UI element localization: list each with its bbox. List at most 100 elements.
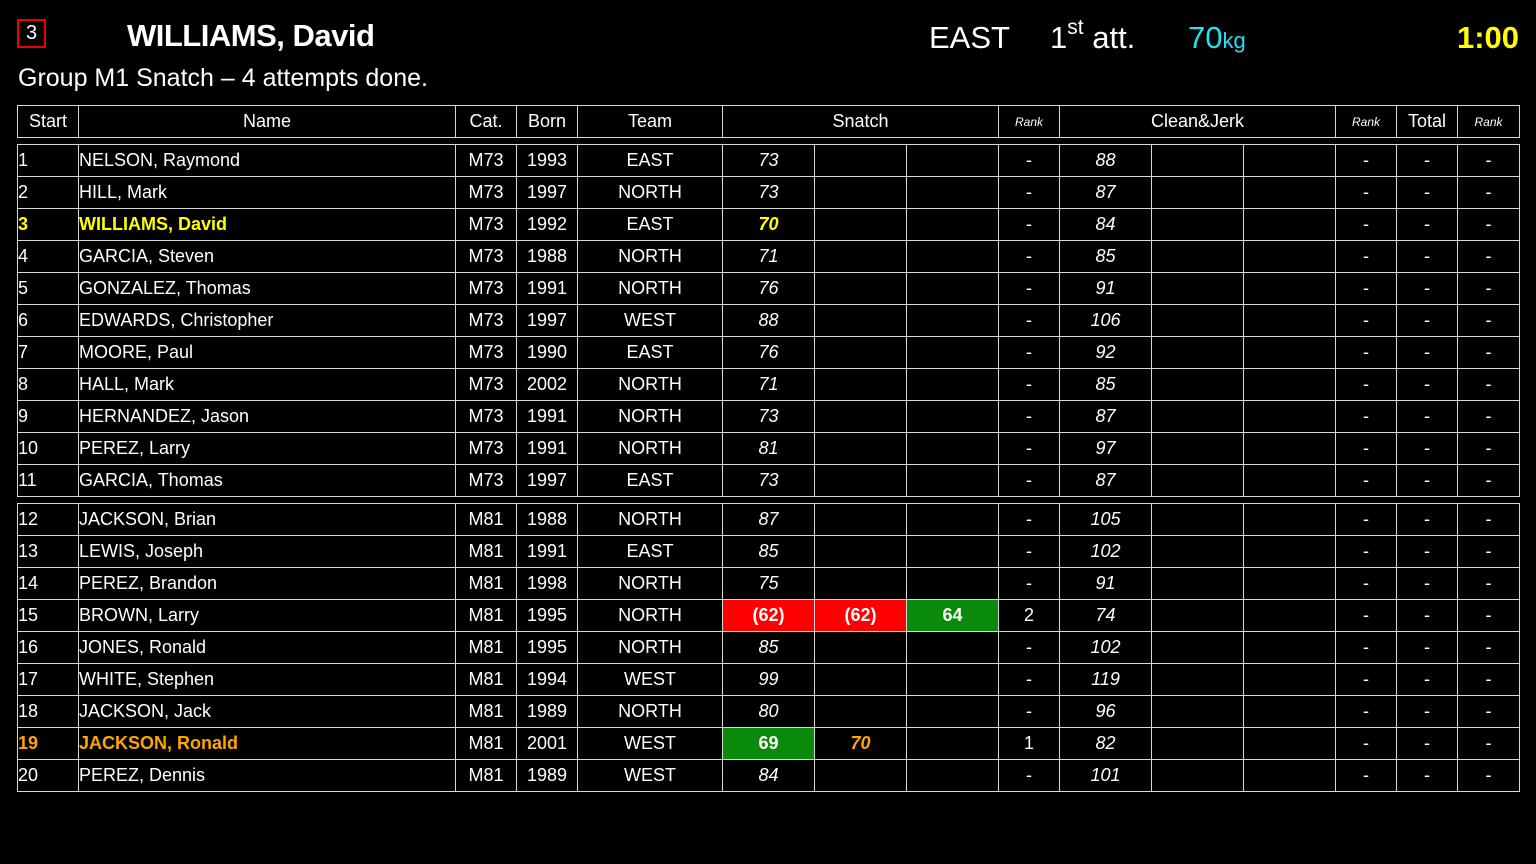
snatch-attempt-3	[906, 144, 999, 177]
category: M73	[455, 304, 517, 337]
total: -	[1396, 759, 1458, 792]
cj-attempt-3	[1243, 432, 1336, 465]
snatch-attempt-3: 64	[906, 599, 999, 632]
col-total-rank: Rank	[1457, 105, 1521, 138]
cj-attempt-3	[1243, 176, 1336, 209]
team: NORTH	[577, 368, 723, 401]
start-number: 10	[17, 432, 79, 465]
birth-year: 1998	[516, 567, 578, 600]
team: EAST	[577, 535, 723, 568]
cj-attempt-2	[1151, 567, 1244, 600]
cj-attempt-1: 74	[1059, 599, 1152, 632]
snatch-rank: -	[998, 432, 1060, 465]
category: M73	[455, 208, 517, 241]
cj-attempt-3	[1243, 368, 1336, 401]
cj-attempt-2	[1151, 535, 1244, 568]
current-athlete-team: EAST	[929, 20, 1010, 55]
total-rank: -	[1457, 759, 1520, 792]
weight-unit: kg	[1222, 28, 1246, 53]
total: -	[1396, 432, 1458, 465]
category: M73	[455, 400, 517, 433]
athlete-name: GARCIA, Steven	[78, 240, 456, 273]
cj-attempt-2	[1151, 272, 1244, 305]
cj-rank: -	[1335, 304, 1397, 337]
birth-year: 1997	[516, 464, 578, 497]
snatch-attempt-2	[814, 144, 907, 177]
table-row: 13 LEWIS, Joseph M81 1991 EAST 85-102- - -	[17, 535, 1520, 568]
results-group-m73: 1 NELSON, Raymond M73 1993 EAST 73-88- - -2 HILL…	[17, 144, 1520, 497]
cj-attempt-2	[1151, 727, 1244, 760]
team: EAST	[577, 144, 723, 177]
athlete-name: BROWN, Larry	[78, 599, 456, 632]
snatch-attempt-2	[814, 567, 907, 600]
snatch-attempt-2	[814, 503, 907, 536]
snatch-attempt-1: 73	[722, 400, 815, 433]
cj-attempt-3	[1243, 208, 1336, 241]
athlete-name: EDWARDS, Christopher	[78, 304, 456, 337]
snatch-rank: -	[998, 631, 1060, 664]
athlete-name: HALL, Mark	[78, 368, 456, 401]
category: M73	[455, 368, 517, 401]
snatch-attempt-3	[906, 304, 999, 337]
cj-attempt-3	[1243, 727, 1336, 760]
snatch-attempt-2	[814, 368, 907, 401]
table-row: 18 JACKSON, Jack M81 1989 NORTH 80-96- - -	[17, 695, 1520, 728]
table-row: 15 BROWN, Larry M81 1995 NORTH (62) (62) 64 2 74-…	[17, 599, 1520, 632]
cj-attempt-1: 88	[1059, 144, 1152, 177]
athlete-name: PEREZ, Larry	[78, 432, 456, 465]
snatch-rank: 1	[998, 727, 1060, 760]
snatch-attempt-3	[906, 368, 999, 401]
snatch-rank: -	[998, 176, 1060, 209]
total-rank: -	[1457, 599, 1520, 632]
snatch-rank: -	[998, 240, 1060, 273]
birth-year: 1989	[516, 759, 578, 792]
cj-rank: -	[1335, 464, 1397, 497]
team: NORTH	[577, 176, 723, 209]
cj-rank: -	[1335, 208, 1397, 241]
cj-attempt-2	[1151, 304, 1244, 337]
snatch-attempt-2	[814, 336, 907, 369]
total: -	[1396, 336, 1458, 369]
start-number: 9	[17, 400, 79, 433]
total: -	[1396, 272, 1458, 305]
table-row: 3 WILLIAMS, David M73 1992 EAST 70-84- - -	[17, 208, 1520, 241]
athlete-name: HERNANDEZ, Jason	[78, 400, 456, 433]
results-table: Start Name Cat. Born Team Snatch Rank Cl…	[17, 105, 1521, 138]
col-total: Total	[1396, 105, 1459, 138]
team: NORTH	[577, 567, 723, 600]
total: -	[1396, 240, 1458, 273]
athlete-name: GONZALEZ, Thomas	[78, 272, 456, 305]
total-rank: -	[1457, 503, 1520, 536]
total: -	[1396, 695, 1458, 728]
athlete-name: PEREZ, Dennis	[78, 759, 456, 792]
table-row: 19 JACKSON, Ronald M81 2001 WEST 69 70 1 82- - -	[17, 727, 1520, 760]
cj-rank: -	[1335, 336, 1397, 369]
team: NORTH	[577, 503, 723, 536]
snatch-attempt-1: 85	[722, 631, 815, 664]
snatch-rank: -	[998, 272, 1060, 305]
table-header: Start Name Cat. Born Team Snatch Rank Cl…	[17, 105, 1521, 138]
snatch-rank: -	[998, 400, 1060, 433]
cj-attempt-1: 84	[1059, 208, 1152, 241]
cj-rank: -	[1335, 599, 1397, 632]
cj-rank: -	[1335, 535, 1397, 568]
table-row: 7 MOORE, Paul M73 1990 EAST 76-92- - -	[17, 336, 1520, 369]
cj-attempt-1: 102	[1059, 631, 1152, 664]
attempt-suffix: st	[1067, 16, 1084, 39]
snatch-attempt-2: (62)	[814, 599, 907, 632]
cj-attempt-1: 82	[1059, 727, 1152, 760]
snatch-rank: -	[998, 368, 1060, 401]
total: -	[1396, 304, 1458, 337]
total: -	[1396, 535, 1458, 568]
total: -	[1396, 144, 1458, 177]
athlete-name: LEWIS, Joseph	[78, 535, 456, 568]
cj-attempt-3	[1243, 631, 1336, 664]
table-row: 20 PEREZ, Dennis M81 1989 WEST 84-101- - -	[17, 759, 1520, 792]
category: M81	[455, 599, 517, 632]
athlete-name: WILLIAMS, David	[78, 208, 456, 241]
start-number: 17	[17, 663, 79, 696]
snatch-attempt-1: 80	[722, 695, 815, 728]
athlete-name: WHITE, Stephen	[78, 663, 456, 696]
category: M81	[455, 695, 517, 728]
start-number: 7	[17, 336, 79, 369]
